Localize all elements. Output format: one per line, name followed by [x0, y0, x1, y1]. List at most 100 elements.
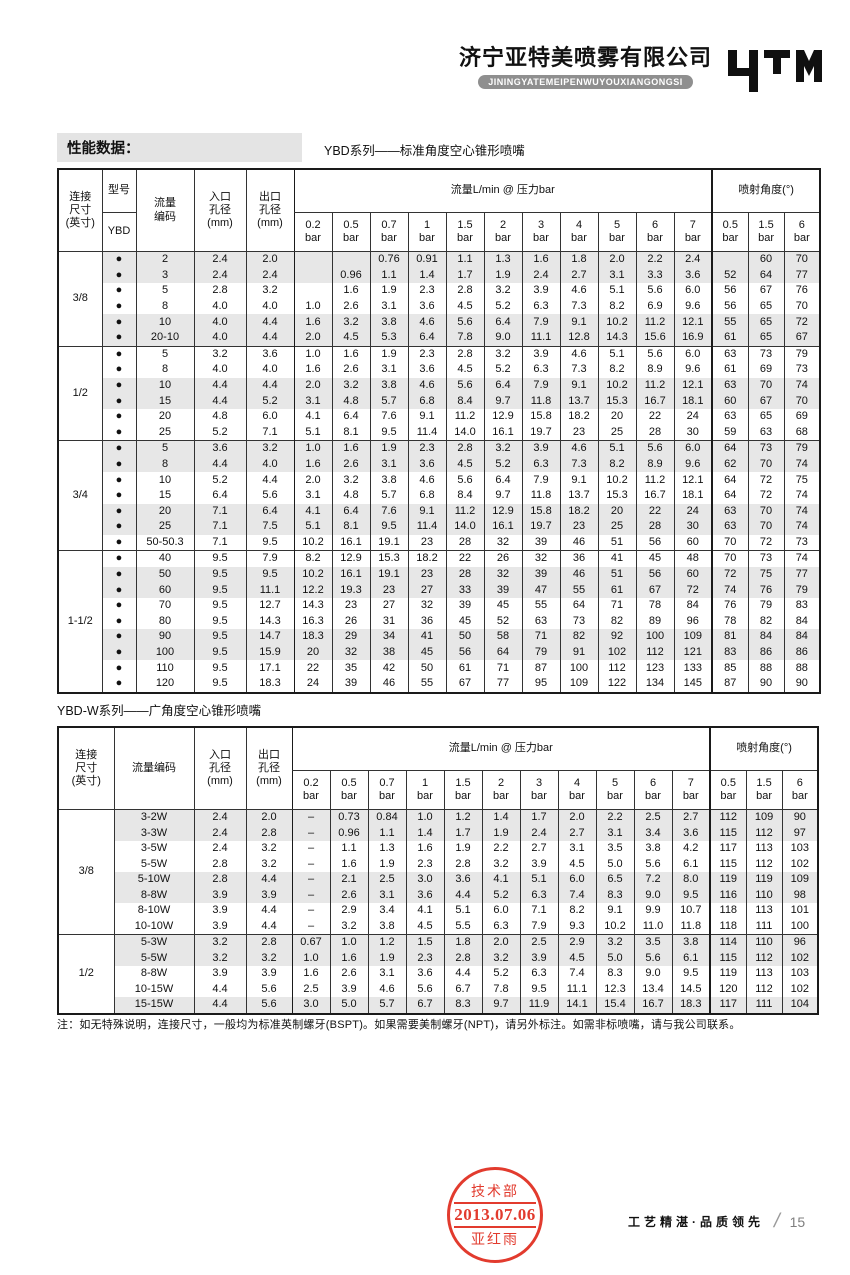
table-row: ● 110 9.5 17.1 22 35 42 50 61 71 87 100 112 123 133 85 8…	[58, 660, 821, 677]
flow-value-cell: 22	[635, 408, 674, 425]
flow-value-cell: 4.5	[445, 456, 484, 473]
flow-value-cell: 2.6	[329, 887, 368, 903]
connection-size-cell: 1-1/2	[57, 550, 102, 693]
flow-code-cell: 8-10W	[113, 903, 194, 919]
flow-value-cell: 2.7	[671, 809, 711, 826]
flow-value-cell: 52	[483, 613, 522, 630]
footer-divider: /	[771, 1210, 783, 1232]
angle-value-cell: 63	[711, 377, 749, 394]
angle-value-cell: 76	[711, 598, 749, 614]
flow-code-cell: 15	[135, 393, 194, 409]
angle-value-cell: 73	[747, 440, 785, 457]
outlet-bore-cell: 14.7	[245, 629, 294, 645]
pressure-header-cell: 5 bar	[597, 212, 636, 252]
flow-value-cell: 33	[445, 582, 484, 599]
flow-value-cell: 39	[483, 582, 522, 599]
inlet-bore-cell: 3.2	[193, 345, 246, 363]
angle-value-cell: 113	[745, 966, 783, 982]
flow-value-cell: 2.0	[481, 934, 520, 951]
model-dot-cell: ●	[101, 362, 136, 378]
flow-value-cell: 109	[673, 629, 713, 645]
flow-value-cell: 5.6	[445, 377, 484, 394]
flow-value-cell: 15.3	[597, 487, 636, 504]
connection-size-header: 连接 尺寸 (英寸)	[57, 169, 102, 252]
flow-value-cell: 5.6	[445, 314, 484, 330]
flow-value-cell: 1.7	[443, 825, 482, 841]
flow-value-cell: 27	[369, 598, 408, 614]
angle-value-cell: 74	[783, 487, 821, 504]
flow-value-cell: 3.1	[595, 825, 634, 841]
angle-value-cell: 70	[747, 503, 785, 520]
flow-value-cell: 6.0	[673, 345, 713, 363]
red-company-stamp: 技术部 2013.07.06 亚红雨	[447, 1167, 543, 1263]
inlet-bore-cell: 2.4	[193, 825, 246, 841]
flow-value-cell: 12.1	[673, 472, 713, 488]
inlet-bore-cell: 9.5	[193, 660, 246, 677]
flow-value-cell: 18.1	[673, 487, 713, 504]
flow-value-cell: 11.0	[633, 918, 672, 935]
flow-value-cell: 39	[445, 598, 484, 614]
flow-value-cell: 0.91	[407, 251, 446, 268]
flow-value-cell: 27	[407, 582, 446, 599]
angle-value-cell: 70	[711, 534, 749, 551]
angle-value-cell: 64	[747, 267, 785, 284]
flow-value-cell: 9.1	[559, 314, 598, 330]
angle-value-cell: 109	[781, 872, 819, 888]
angle-value-cell: 56	[711, 298, 749, 315]
angle-value-cell: 61	[711, 329, 749, 347]
flow-value-cell: 19.7	[521, 519, 560, 535]
flow-value-cell: 12.9	[331, 550, 370, 567]
flow-value-cell: 18.1	[673, 393, 713, 409]
model-dot-cell: ●	[101, 377, 136, 394]
flow-value-cell: 51	[597, 566, 636, 583]
flow-value-cell: 133	[673, 660, 713, 677]
flow-value-cell: 1.9	[443, 841, 482, 857]
flow-value-cell: 13.7	[559, 393, 598, 409]
table-row: ● 50-50.3 7.1 9.5 10.2 16.1 19.1 23 28 32 39 46 51 56…	[58, 534, 821, 551]
flow-value-cell: 9.6	[673, 298, 713, 315]
flow-value-cell: 121	[673, 644, 713, 661]
connection-size-cell: 3/8	[57, 809, 114, 935]
flow-value-cell: 8.3	[595, 966, 634, 982]
flow-value-cell: 3.1	[369, 362, 408, 378]
angle-value-cell: 96	[781, 934, 819, 951]
flow-value-cell: 96	[673, 613, 713, 630]
flow-value-cell: 3.2	[481, 950, 520, 966]
flow-value-cell: 46	[369, 676, 408, 693]
outlet-bore-cell: 6.0	[245, 408, 294, 425]
flow-group-header: 流量L/min @ 压力bar	[293, 169, 713, 213]
angle-value-cell: 74	[783, 456, 821, 473]
flow-value-cell: 3.6	[671, 825, 711, 841]
flow-value-cell: 32	[407, 598, 446, 614]
flow-value-cell: 92	[597, 629, 636, 645]
stamp-date: 2013.07.06	[453, 1202, 537, 1228]
flow-value-cell: 2.3	[407, 345, 446, 363]
angle-value-cell: 109	[745, 809, 783, 826]
flow-value-cell: 0.96	[329, 825, 368, 841]
inlet-bore-cell: 3.6	[193, 440, 246, 457]
flow-value-cell: 1.9	[367, 856, 406, 872]
pressure-header-cell: 6 bar	[781, 770, 819, 810]
flow-code-cell: 3-5W	[113, 841, 194, 857]
flow-value-cell: 6.3	[519, 966, 558, 982]
flow-value-cell: 7.6	[369, 503, 408, 520]
inlet-bore-cell: 2.8	[193, 856, 246, 872]
inlet-bore-cell: 9.5	[193, 550, 246, 567]
angle-value-cell: 85	[711, 660, 749, 677]
table-row: 1-1/2 ● 40 9.5 7.9 8.2 12.9 15.3 18.2 22 26 32 36 41 4…	[57, 550, 821, 693]
flow-value-cell: –	[291, 872, 330, 888]
pressure-header-cell: 1.5 bar	[747, 212, 785, 252]
flow-value-cell: 3.6	[673, 267, 713, 284]
flow-value-cell: 2.9	[557, 934, 596, 951]
angle-value-cell: 65	[747, 408, 785, 425]
model-dot-cell: ●	[101, 472, 136, 488]
flow-value-cell: 3.1	[293, 393, 332, 409]
flow-value-cell: 3.6	[407, 456, 446, 473]
angle-value-cell: 67	[783, 329, 821, 347]
flow-value-cell: –	[291, 825, 330, 841]
angle-value-cell: 70	[747, 377, 785, 394]
angle-value-cell: 112	[709, 809, 747, 826]
flow-value-cell: 16.1	[331, 534, 370, 551]
flow-value-cell: 1.0	[329, 934, 368, 951]
flow-value-cell: 1.1	[329, 841, 368, 857]
